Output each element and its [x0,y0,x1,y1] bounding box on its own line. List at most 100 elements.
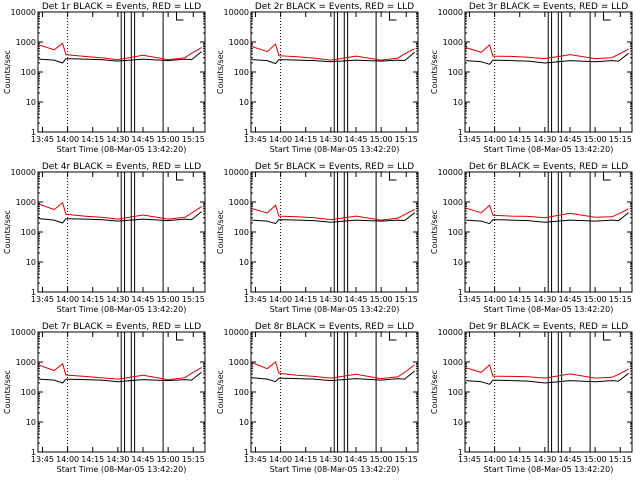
y-tick-label: 1 [458,288,463,297]
y-tick-label: 1 [244,288,249,297]
x-tick-label: 14:30 [106,135,129,144]
x-tick-label: 14:00 [269,295,292,304]
detector-panel: Det 8r BLACK = Events, RED = LLD 1 10 100 10… [216,322,419,474]
y-tick-label: 10 [26,258,36,267]
x-tick-label: 15:00 [157,135,180,144]
lld-series-line [38,362,202,381]
detector-panel: Det 7r BLACK = Events, RED = LLD 1 10 100 10… [3,322,206,474]
y-tick-label: 100 [448,228,463,237]
x-tick-label: 15:15 [182,135,205,144]
x-tick-label: 14:45 [131,135,154,144]
x-tick-label: 15:15 [609,455,632,464]
x-tick-label: 15:15 [395,135,418,144]
x-tick-label: 14:15 [508,455,531,464]
events-series-line [466,212,629,225]
y-tick-label: 10000 [224,8,249,17]
y-tick-label: 10000 [224,328,249,337]
y-tick-label: 10000 [438,168,463,177]
x-tick-label: 14:30 [106,295,129,304]
y-tick-label: 100 [234,228,249,237]
y-tick-label: 1000 [443,38,463,47]
x-tick-label: 13:45 [244,135,267,144]
x-tick-label: 14:00 [483,135,506,144]
x-tick-label: 14:15 [81,135,104,144]
x-tick-label: 14:30 [319,455,342,464]
y-tick-label: 10 [453,258,463,267]
x-tick-label: 15:15 [182,295,205,304]
y-axis-label: Counts/sec [430,50,439,94]
x-axis-label: Start Time (08-Mar-05 13:42:20) [270,305,400,314]
x-tick-label: 15:15 [609,295,632,304]
y-tick-label: 10 [239,98,249,107]
y-tick-label: 1 [31,288,36,297]
y-tick-label: 10000 [438,8,463,17]
x-tick-label: 13:45 [458,135,481,144]
attenuator-marker [389,172,397,181]
x-tick-label: 15:15 [395,455,418,464]
x-tick-label: 14:45 [344,455,367,464]
lld-series-line [38,201,202,220]
x-tick-label: 15:00 [370,455,393,464]
x-tick-label: 14:45 [558,135,581,144]
y-tick-label: 1000 [229,38,249,47]
x-tick-label: 14:45 [558,455,581,464]
y-tick-label: 1 [31,128,36,137]
x-tick-label: 15:00 [370,135,393,144]
detector-panel: Det 5r BLACK = Events, RED = LLD 1 10 100 10… [216,162,419,314]
attenuator-marker [603,172,611,181]
events-series-line [252,212,415,225]
x-tick-label: 14:15 [508,295,531,304]
attenuator-marker [389,332,397,341]
x-tick-label: 14:00 [269,135,292,144]
y-axis-label: Counts/sec [216,370,225,414]
panel-title: Det 2r BLACK = Events, RED = LLD [255,2,414,12]
lld-series-line [465,364,629,379]
panel-title: Det 5r BLACK = Events, RED = LLD [255,162,414,172]
y-tick-label: 10 [453,418,463,427]
x-tick-label: 13:45 [31,455,54,464]
events-series-line [466,52,629,65]
attenuator-marker [389,12,397,21]
attenuator-marker [176,332,184,341]
y-axis-label: Counts/sec [216,210,225,254]
x-axis-label: Start Time (08-Mar-05 13:42:20) [57,465,187,474]
x-tick-label: 14:00 [269,455,292,464]
y-tick-label: 1000 [229,198,249,207]
x-tick-label: 14:30 [106,455,129,464]
y-tick-label: 1000 [229,358,249,367]
y-tick-label: 1000 [16,38,36,47]
x-tick-label: 14:30 [533,135,556,144]
lld-series-line [251,361,415,380]
attenuator-marker [176,172,184,181]
y-axis-label: Counts/sec [216,50,225,94]
y-tick-label: 10 [26,98,36,107]
x-axis-label: Start Time (08-Mar-05 13:42:20) [270,465,400,474]
y-tick-label: 1000 [16,198,36,207]
x-tick-label: 14:15 [294,455,317,464]
y-tick-label: 10000 [11,328,36,337]
x-tick-label: 14:30 [533,455,556,464]
x-tick-label: 15:00 [584,135,607,144]
x-tick-label: 14:45 [344,295,367,304]
y-tick-label: 1 [458,448,463,457]
events-series-line [252,370,415,383]
x-tick-label: 14:30 [533,295,556,304]
y-tick-label: 10000 [11,168,36,177]
panel-title: Det 8r BLACK = Events, RED = LLD [255,322,414,332]
y-tick-label: 10000 [438,328,463,337]
detector-panel: Det 4r BLACK = Events, RED = LLD 1 10 100 10… [3,162,206,314]
panel-title: Det 7r BLACK = Events, RED = LLD [42,322,201,332]
x-tick-label: 14:00 [56,135,79,144]
y-axis-label: Counts/sec [430,210,439,254]
x-tick-label: 15:00 [157,455,180,464]
x-tick-label: 14:00 [483,455,506,464]
panel-title: Det 4r BLACK = Events, RED = LLD [42,162,201,172]
y-tick-label: 10 [26,418,36,427]
x-tick-label: 14:45 [131,455,154,464]
lld-series-line [251,43,415,61]
panel-title: Det 3r BLACK = Events, RED = LLD [469,2,628,12]
detector-panel: Det 1r BLACK = Events, RED = LLD 1 10 100 10… [3,2,206,154]
y-tick-label: 1000 [443,198,463,207]
y-axis-label: Counts/sec [430,370,439,414]
